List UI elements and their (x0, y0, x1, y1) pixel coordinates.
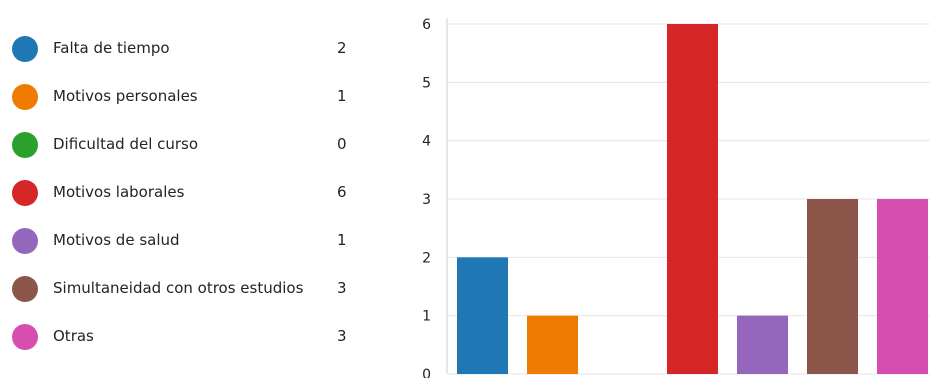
legend-count: 2 (337, 39, 347, 57)
chart-bars (457, 24, 928, 374)
bar-0[interactable] (457, 257, 508, 374)
legend-label: Otras (53, 327, 94, 345)
y-tick-label: 6 (422, 17, 431, 33)
bar-1[interactable] (527, 315, 578, 374)
legend-count: 3 (337, 327, 347, 345)
legend-label: Motivos laborales (53, 183, 185, 201)
legend-dot-icon (12, 84, 38, 110)
bar-3[interactable] (667, 24, 718, 374)
y-tick-label: 3 (422, 192, 431, 208)
legend-count: 0 (337, 135, 347, 153)
legend-label: Simultaneidad con otros estudios (53, 279, 304, 297)
bar-4[interactable] (737, 315, 788, 374)
legend-dot-icon (12, 276, 38, 302)
legend-count: 1 (337, 87, 347, 105)
legend-item-dificultad-del-curso: Dificultad del curso 0 (0, 118, 370, 166)
legend-dot-icon (12, 228, 38, 254)
y-tick-label: 4 (422, 134, 431, 150)
chart-legend: Falta de tiempo 2 Motivos personales 1 D… (0, 22, 370, 358)
bar-chart: 0 1 2 3 4 5 6 (405, 0, 930, 382)
y-tick-label: 5 (422, 75, 431, 91)
legend-item-motivos-de-salud: Motivos de salud 1 (0, 214, 370, 262)
legend-dot-icon (12, 132, 38, 158)
legend-label: Motivos personales (53, 87, 198, 105)
legend-item-simultaneidad: Simultaneidad con otros estudios 3 (0, 262, 370, 310)
legend-item-motivos-laborales: Motivos laborales 6 (0, 166, 370, 214)
legend-count: 1 (337, 231, 347, 249)
legend-label: Falta de tiempo (53, 39, 170, 57)
y-tick-label: 2 (422, 250, 431, 266)
legend-item-falta-de-tiempo: Falta de tiempo 2 (0, 22, 370, 70)
legend-label: Motivos de salud (53, 231, 180, 249)
legend-dot-icon (12, 36, 38, 62)
legend-count: 3 (337, 279, 347, 297)
bar-6[interactable] (877, 199, 928, 374)
legend-label: Dificultad del curso (53, 135, 199, 153)
bar-5[interactable] (807, 199, 858, 374)
legend-count: 6 (337, 183, 347, 201)
bar-chart-svg: 0 1 2 3 4 5 6 (422, 17, 930, 382)
y-axis-ticks: 0 1 2 3 4 5 6 (422, 17, 431, 382)
legend-item-motivos-personales: Motivos personales 1 (0, 70, 370, 118)
legend-item-otras: Otras 3 (0, 310, 370, 358)
legend-dot-icon (12, 180, 38, 206)
legend-dot-icon (12, 324, 38, 350)
y-tick-label: 1 (422, 309, 431, 325)
y-tick-label: 0 (422, 367, 431, 378)
